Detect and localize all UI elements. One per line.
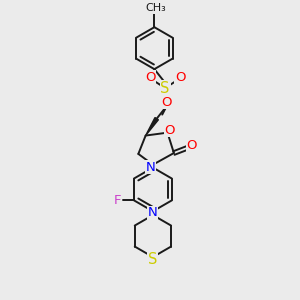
Text: N: N (146, 160, 155, 173)
Polygon shape (146, 118, 158, 136)
Text: S: S (160, 81, 170, 96)
Text: N: N (148, 206, 158, 219)
Text: O: O (161, 96, 172, 109)
Text: F: F (114, 194, 122, 207)
Text: O: O (187, 139, 197, 152)
Text: O: O (175, 70, 185, 83)
Text: O: O (145, 70, 155, 83)
Text: S: S (148, 252, 158, 267)
Text: CH₃: CH₃ (146, 3, 166, 13)
Text: O: O (165, 124, 175, 137)
